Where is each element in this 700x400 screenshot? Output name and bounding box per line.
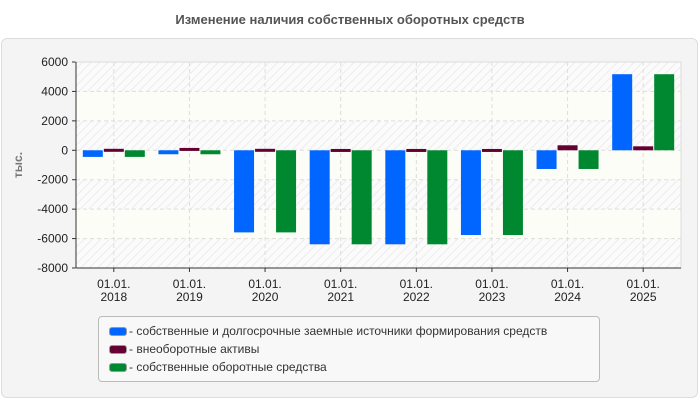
legend-item-sources: - собственные и долгосрочные заемные ист…: [109, 322, 589, 340]
bar-sources: [234, 150, 255, 233]
chart-title: Изменение наличия собственных оборотных …: [175, 12, 525, 27]
bar-working-capital: [124, 150, 145, 157]
bar-noncurrent-assets: [633, 146, 654, 151]
legend-swatch-blue: [109, 326, 127, 336]
x-tick-label: 01.01.: [324, 277, 357, 291]
y-tick-label: 4000: [41, 84, 68, 98]
legend-item-working-capital: - собственные оборотные средства: [109, 358, 589, 376]
plot-band: [76, 209, 681, 239]
legend-item-noncurrent-assets: - внеоборотные активы: [109, 340, 589, 358]
bar-working-capital: [502, 150, 523, 236]
x-tick-label: 2021: [327, 290, 354, 304]
x-tick-label: 2022: [403, 290, 430, 304]
y-tick-label: -2000: [37, 173, 68, 187]
bar-noncurrent-assets: [481, 148, 502, 152]
legend-label: - собственные оборотные средства: [129, 360, 327, 374]
bar-sources: [536, 150, 557, 169]
y-axis-label: тыс.: [11, 152, 25, 178]
y-tick-label: 0: [61, 143, 68, 157]
x-tick-label: 2020: [252, 290, 279, 304]
bar-working-capital: [578, 150, 599, 169]
y-tick-label: 6000: [41, 55, 68, 69]
y-tick-label: -8000: [37, 261, 68, 275]
bar-sources: [460, 150, 481, 236]
y-tick-label: 2000: [41, 114, 68, 128]
x-tick-label: 2024: [554, 290, 581, 304]
x-tick-label: 01.01.: [400, 277, 433, 291]
bar-sources: [385, 150, 406, 245]
bar-sources: [82, 150, 103, 157]
bar-noncurrent-assets: [557, 145, 578, 151]
bar-working-capital: [200, 150, 221, 155]
x-tick-label: 01.01.: [551, 277, 584, 291]
bar-noncurrent-assets: [103, 148, 124, 152]
bar-sources: [158, 150, 179, 155]
bar-sources: [309, 150, 330, 245]
x-tick-label: 01.01.: [173, 277, 206, 291]
plot-band: [76, 120, 681, 151]
x-tick-label: 2018: [100, 290, 127, 304]
plot-band: [76, 91, 681, 121]
x-tick-label: 2023: [479, 290, 506, 304]
bar-noncurrent-assets: [255, 148, 276, 152]
x-tick-label: 01.01.: [97, 277, 130, 291]
plot-band: [76, 238, 681, 268]
x-tick-label: 2025: [630, 290, 657, 304]
legend-swatch-green: [109, 362, 127, 372]
x-tick-label: 01.01.: [475, 277, 508, 291]
plot-band: [76, 179, 681, 210]
legend-label: - внеоборотные активы: [129, 342, 260, 356]
x-tick-label: 2019: [176, 290, 203, 304]
bar-working-capital: [351, 150, 372, 245]
legend-swatch-maroon: [109, 344, 127, 354]
y-tick-label: -6000: [37, 232, 68, 246]
y-tick-label: -4000: [37, 202, 68, 216]
bar-working-capital: [654, 74, 675, 151]
x-tick-label: 01.01.: [248, 277, 281, 291]
bar-noncurrent-assets: [179, 147, 200, 151]
bar-sources: [612, 74, 633, 151]
bar-working-capital: [276, 150, 297, 233]
bar-noncurrent-assets: [330, 148, 351, 152]
bar-noncurrent-assets: [406, 148, 427, 152]
legend: - собственные и долгосрочные заемные ист…: [98, 316, 600, 382]
plot-band: [76, 62, 681, 92]
x-tick-label: 01.01.: [627, 277, 660, 291]
legend-label: - собственные и долгосрочные заемные ист…: [129, 324, 548, 338]
bar-working-capital: [427, 150, 448, 245]
